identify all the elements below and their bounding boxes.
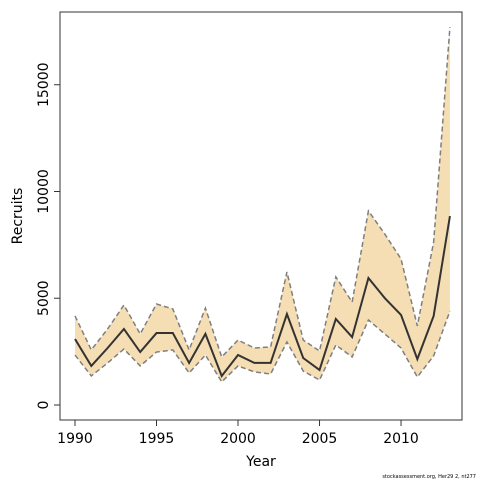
y-tick-label: 0 xyxy=(36,401,52,410)
y-axis-label: Recruits xyxy=(10,188,26,245)
upper-bound xyxy=(74,27,451,359)
estimate-line xyxy=(74,215,451,378)
confidence-band xyxy=(74,27,450,382)
x-tick-label: 2010 xyxy=(383,431,419,447)
footnote: stockassessment.org, Her29 2, nt277 xyxy=(382,474,476,480)
y-tick-label: 15000 xyxy=(36,62,52,107)
lower-bound xyxy=(74,310,451,384)
x-tick-label: 2000 xyxy=(220,431,256,447)
plot-frame xyxy=(59,11,463,421)
x-tick-label: 2005 xyxy=(302,431,338,447)
x-tick-label: 1990 xyxy=(57,431,93,447)
x-axis-label: Year xyxy=(245,454,276,470)
y-tick-label: 5000 xyxy=(36,280,52,316)
x-tick-label: 1995 xyxy=(139,431,175,447)
y-tick-label: 10000 xyxy=(36,169,52,214)
